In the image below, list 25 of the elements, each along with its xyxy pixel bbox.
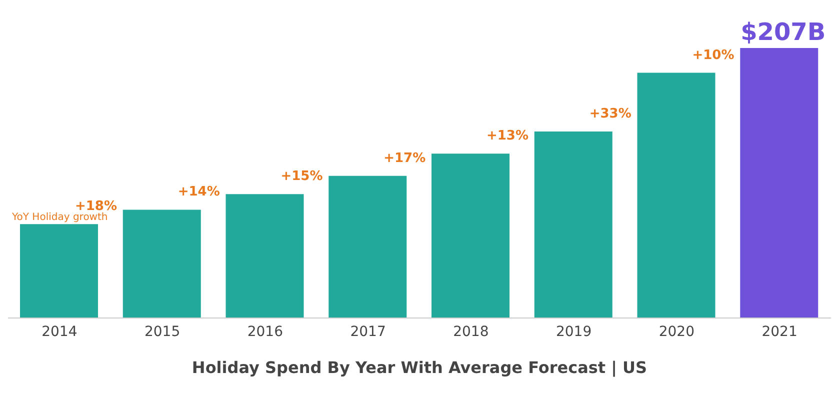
annotation: YoY Holiday growth	[11, 212, 108, 224]
x-tick-label: 2021	[762, 324, 798, 340]
text: Holiday Spend By Year With Average Forecast | US	[190, 358, 648, 377]
bar	[122, 210, 201, 318]
annotation: +13%	[486, 128, 529, 144]
x-tick-label: 2018	[453, 324, 489, 340]
data-label: $207B	[740, 18, 826, 46]
x-tick-label: 2014	[42, 324, 78, 340]
annotation: +17%	[384, 150, 426, 166]
bar	[637, 72, 716, 318]
bar	[328, 176, 407, 318]
bar	[20, 224, 98, 318]
annotation: +33%	[589, 106, 632, 122]
x-tick-label: 2016	[247, 324, 284, 340]
bar	[226, 194, 304, 318]
bar	[432, 154, 510, 318]
annotation: +14%	[178, 184, 220, 200]
bar	[740, 48, 818, 318]
x-tick-label: 2019	[556, 324, 592, 340]
x-tick-label: 2015	[144, 324, 180, 340]
x-tick-label: 2017	[350, 324, 386, 340]
annotation: +15%	[280, 169, 323, 184]
bar	[534, 131, 612, 318]
x-tick-label: 2020	[658, 324, 695, 340]
annotation: +10%	[692, 48, 734, 63]
